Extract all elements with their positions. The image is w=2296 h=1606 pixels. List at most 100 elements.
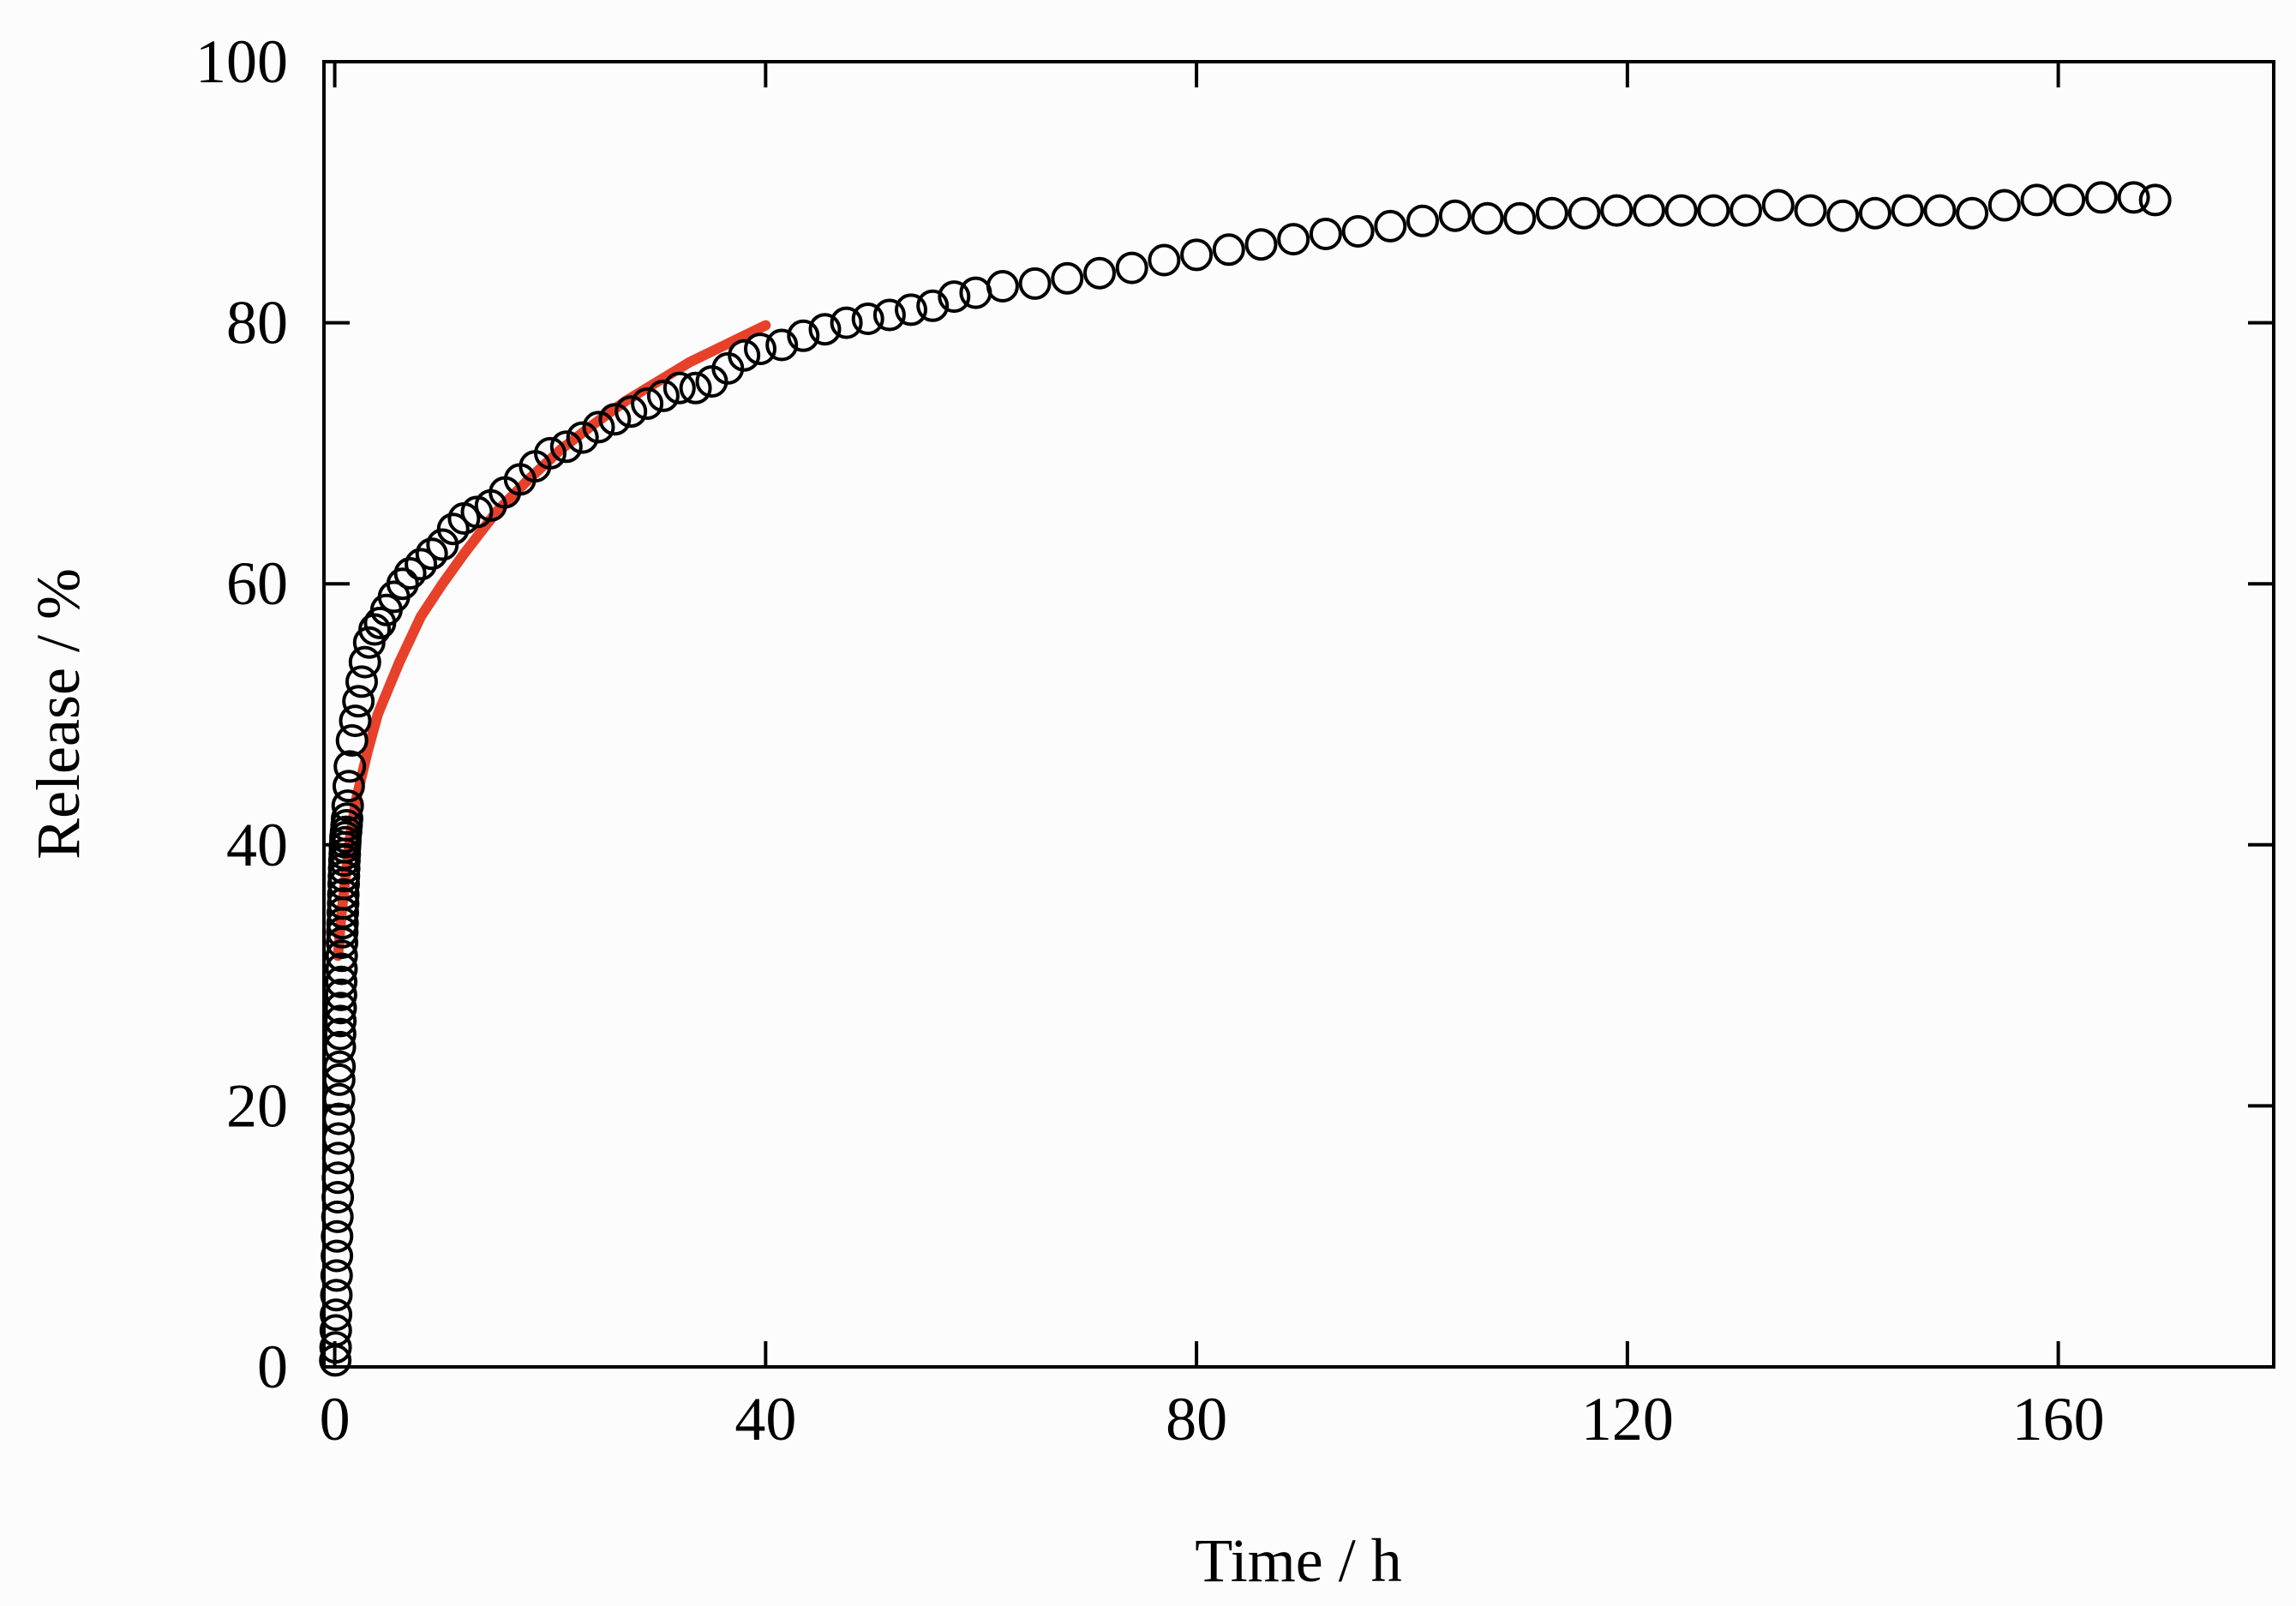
data-point — [333, 750, 367, 783]
data-point — [320, 1298, 353, 1332]
data-point — [2138, 183, 2172, 217]
data-point — [1180, 238, 1214, 272]
data-point — [1664, 194, 1698, 227]
data-point — [393, 557, 427, 590]
data-point — [1438, 199, 1472, 232]
data-point — [1244, 228, 1278, 261]
data-point — [1568, 196, 1601, 230]
data-point — [405, 548, 438, 581]
data-point — [1633, 194, 1665, 227]
x-tick-label: 0 — [320, 1385, 351, 1453]
data-point — [986, 270, 1019, 303]
data-point — [549, 430, 583, 464]
data-point — [662, 371, 696, 404]
data-point — [1729, 194, 1763, 227]
data-point — [1987, 189, 2021, 222]
data-point — [386, 567, 419, 601]
data-point — [436, 512, 470, 546]
data-point — [1535, 196, 1568, 230]
fit-curve — [333, 320, 771, 962]
data-point — [327, 852, 361, 885]
data-point — [598, 403, 632, 436]
x-axis-title: Time / h — [1195, 1526, 1401, 1595]
data-point — [322, 1063, 356, 1096]
data-point — [331, 789, 364, 823]
data-point — [324, 1004, 357, 1038]
data-point — [342, 685, 375, 718]
data-point — [1891, 194, 1924, 227]
data-point — [1309, 218, 1342, 250]
data-point — [851, 303, 884, 335]
data-point — [1600, 194, 1634, 227]
data-point — [321, 1219, 354, 1253]
data-point — [1923, 194, 1957, 227]
data-point — [2053, 183, 2086, 217]
data-point — [631, 387, 664, 420]
data-point — [1956, 196, 1989, 230]
data-point — [339, 704, 372, 738]
data-point — [321, 1200, 354, 1233]
data-point — [1341, 215, 1375, 248]
data-point — [1406, 204, 1439, 237]
data-point — [325, 952, 358, 986]
y-tick-label: 100 — [195, 27, 288, 96]
data-point — [679, 371, 712, 404]
y-axis-title: Release / % — [24, 568, 93, 860]
plot-area — [322, 60, 2275, 1369]
data-point — [1018, 267, 1052, 300]
data-point — [358, 613, 392, 646]
y-tick-label: 20 — [226, 1071, 288, 1140]
data-point — [323, 1017, 357, 1051]
data-point — [323, 1030, 357, 1064]
data-point — [324, 992, 357, 1025]
y-tick-label: 60 — [226, 549, 288, 618]
data-point — [959, 276, 992, 309]
y-tick-label: 0 — [257, 1333, 288, 1401]
data-point — [321, 1142, 355, 1175]
data-point — [916, 289, 950, 322]
data-point — [322, 1082, 356, 1116]
data-point — [1212, 233, 1245, 267]
x-tick-label: 40 — [734, 1385, 796, 1453]
data-point — [765, 328, 799, 362]
data-point — [744, 333, 776, 366]
data-point — [566, 421, 599, 454]
data-point — [1761, 189, 1795, 222]
data-point — [895, 293, 927, 327]
data-point — [322, 1122, 355, 1155]
data-point — [335, 724, 369, 757]
data-point — [582, 410, 615, 444]
data-point — [534, 436, 567, 470]
data-point — [938, 280, 971, 314]
data-point — [321, 1239, 354, 1273]
data-point — [1471, 201, 1504, 235]
fit-line-layer — [333, 320, 771, 962]
data-point — [728, 339, 761, 372]
data-point — [1148, 243, 1181, 277]
x-tick-label: 120 — [1581, 1385, 1674, 1453]
data-point — [332, 770, 365, 803]
data-point — [787, 319, 820, 352]
data-point — [415, 537, 448, 571]
data-point — [348, 645, 381, 679]
x-tick-label: 80 — [1166, 1385, 1227, 1453]
data-point — [1374, 209, 1407, 243]
data-point — [325, 965, 358, 998]
data-point — [327, 878, 360, 911]
data-point — [1826, 199, 1860, 232]
data-point — [321, 1161, 355, 1195]
data-point — [2020, 183, 2053, 217]
data-point — [345, 665, 378, 698]
data-point — [1794, 194, 1827, 227]
data-point — [324, 978, 357, 1011]
data-point — [1277, 223, 1310, 256]
y-tick-label: 80 — [226, 289, 288, 357]
data-point — [830, 306, 863, 339]
data-point — [2084, 181, 2118, 214]
data-point — [327, 887, 360, 920]
data-point — [614, 395, 648, 428]
data-point — [321, 1181, 355, 1213]
data-point — [320, 1259, 353, 1292]
